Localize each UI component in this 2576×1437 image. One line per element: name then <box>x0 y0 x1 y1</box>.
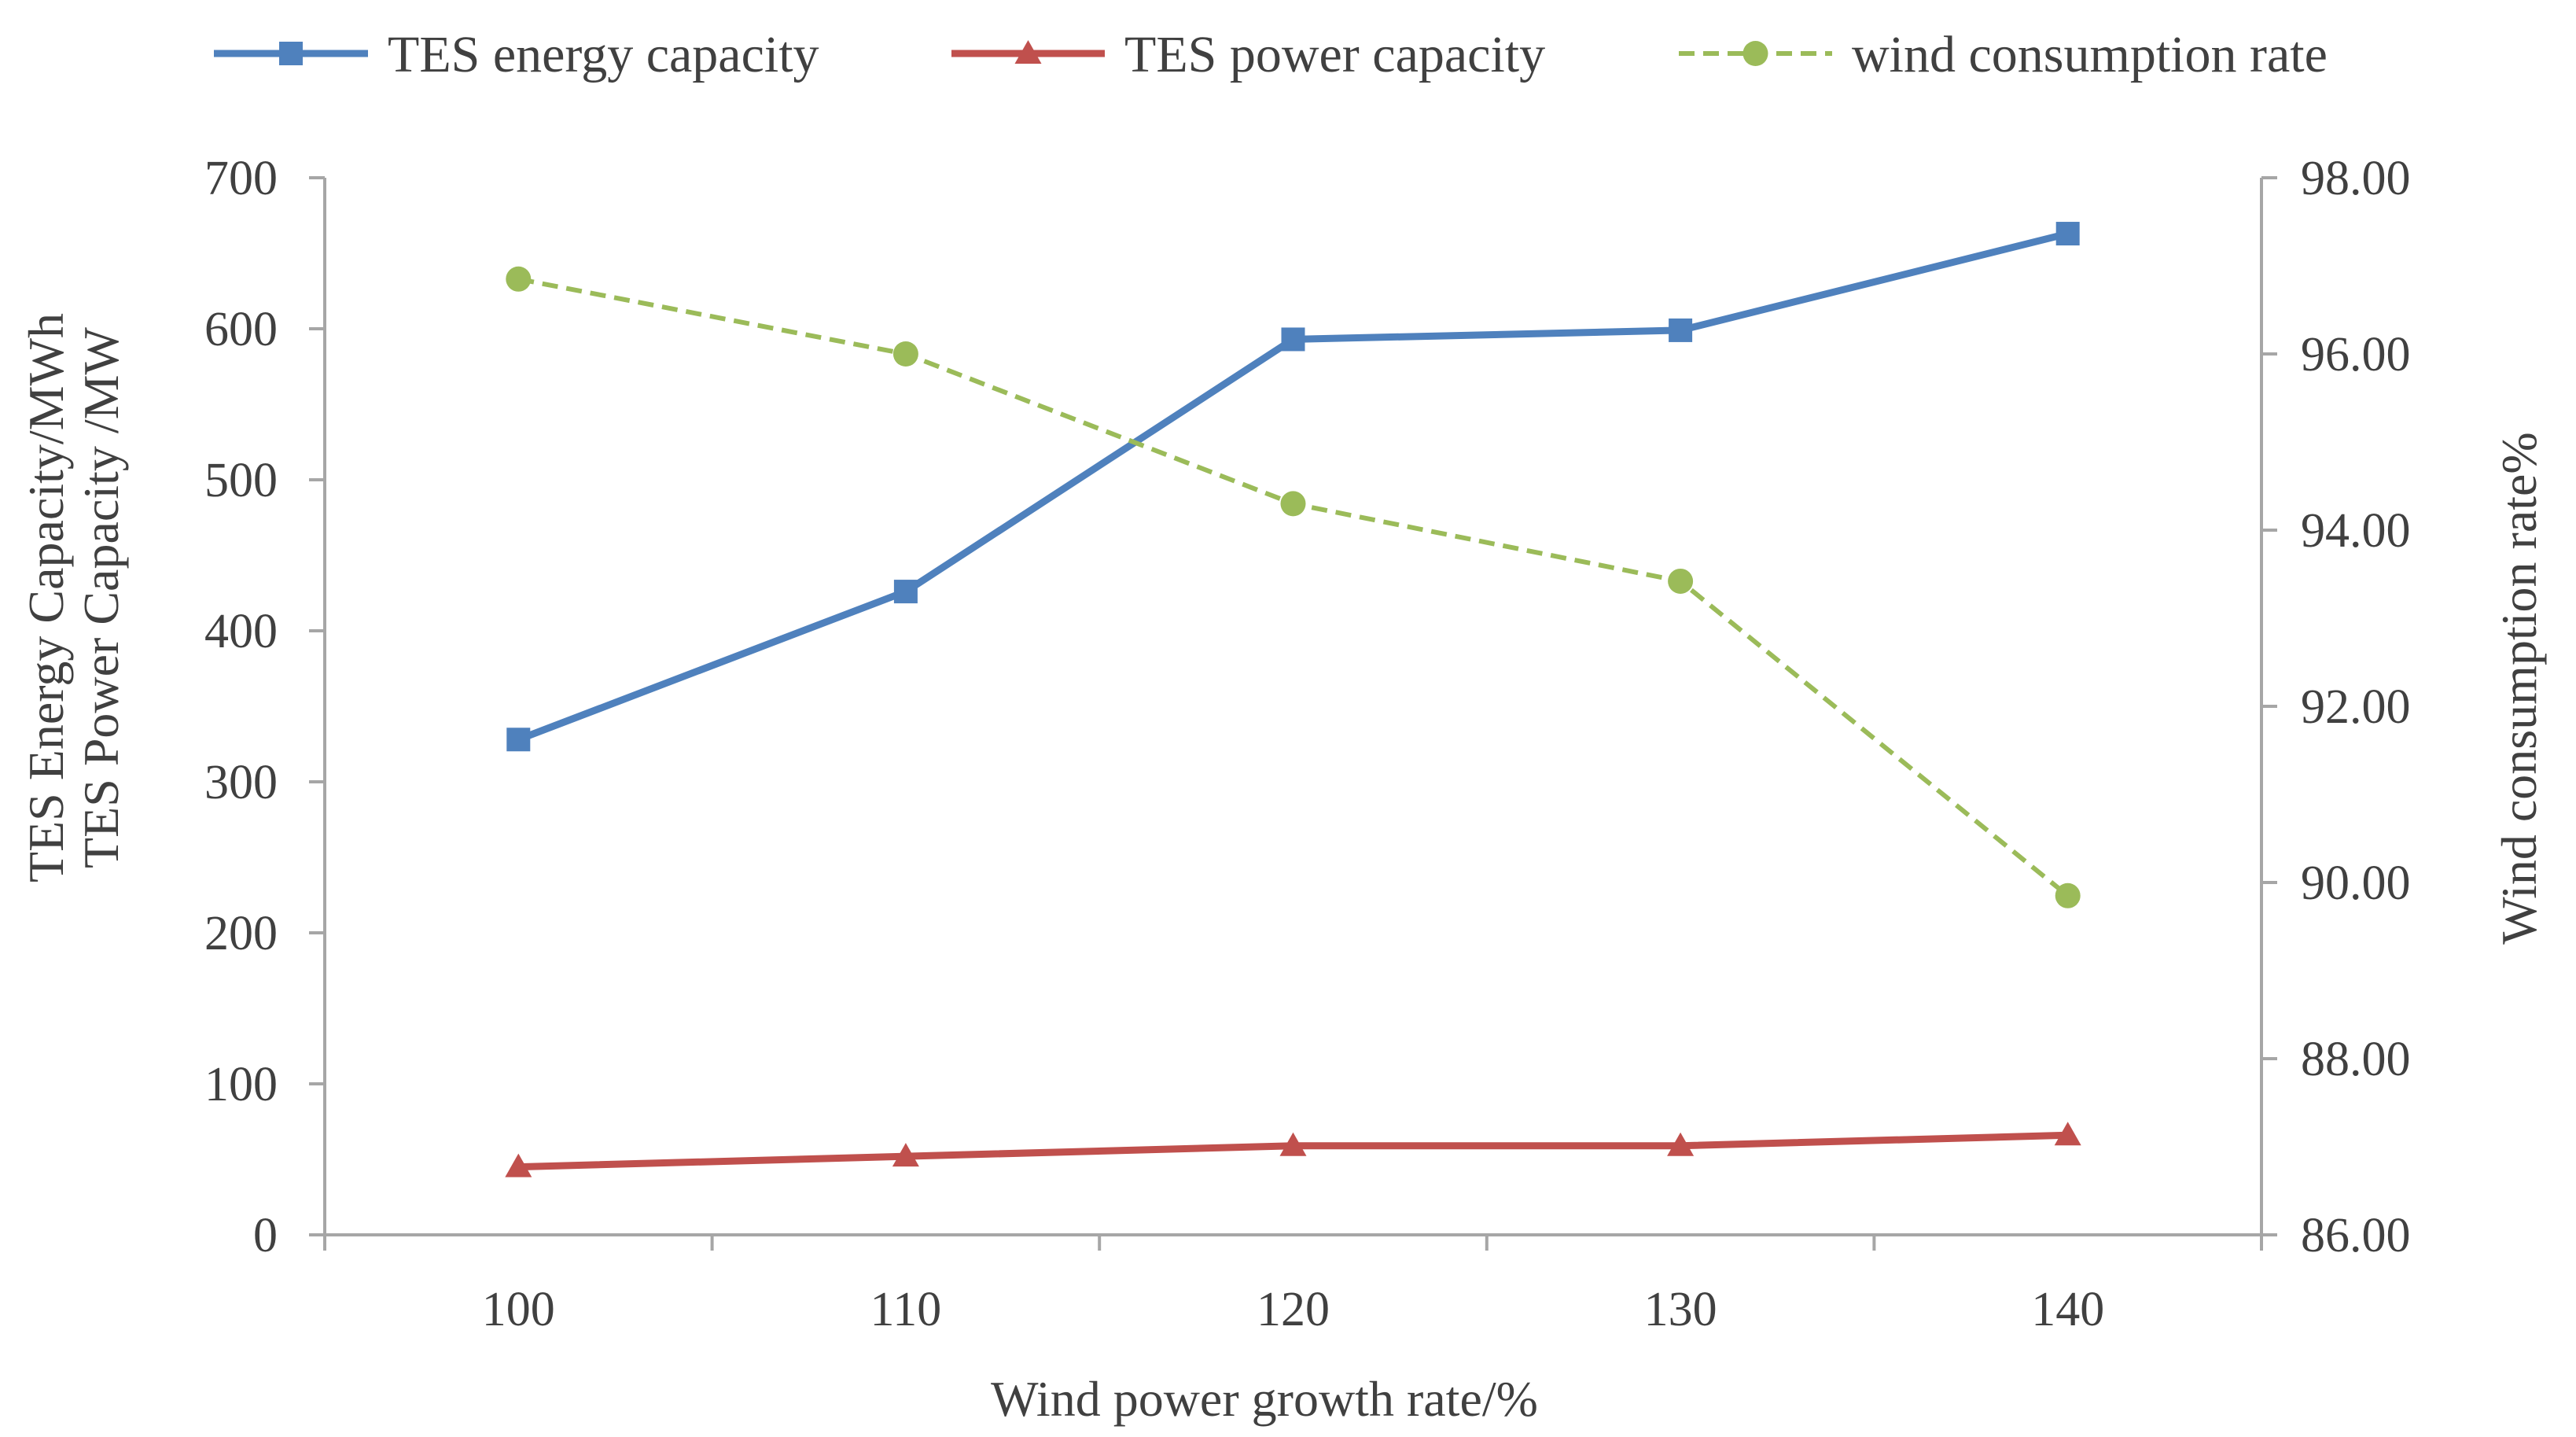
data-point-tes-energy-capacity <box>506 728 531 752</box>
legend-label-tes-power-capacity: TES power capacity <box>1124 26 1545 83</box>
right-tick-label: 94.00 <box>2301 504 2411 558</box>
data-point-tes-power-capacity <box>1667 1132 1695 1156</box>
x-axis-title: Wind power growth rate/% <box>991 1371 1538 1427</box>
data-point-tes-power-capacity <box>505 1153 532 1177</box>
x-tick-label: 140 <box>2031 1283 2104 1336</box>
series-line-tes-energy-capacity <box>517 230 2069 743</box>
left-tick-label: 100 <box>204 1058 278 1111</box>
data-point-tes-power-capacity <box>2054 1122 2081 1146</box>
x-tick-label: 120 <box>1257 1283 1330 1336</box>
data-point-wind-consumption-rate <box>506 266 532 292</box>
legend: TES energy capacity TES power capacity win… <box>214 26 2328 83</box>
legend-marker-tes-power-capacity <box>1014 40 1042 64</box>
right-tick-label: 90.00 <box>2301 857 2411 910</box>
series-layer <box>505 222 2081 1177</box>
legend-marker-wind-consumption-rate <box>1742 41 1768 66</box>
data-point-wind-consumption-rate <box>1280 491 1306 517</box>
legend-marker-tes-energy-capacity <box>279 42 303 65</box>
left-tick-label: 300 <box>204 756 278 809</box>
left-tick-label: 400 <box>204 605 278 658</box>
left-tick-label: 200 <box>204 907 278 960</box>
left-tick-label: 700 <box>204 152 278 205</box>
right-tick-label: 98.00 <box>2301 152 2411 205</box>
legend-label-wind-consumption-rate: wind consumption rate <box>1852 26 2328 83</box>
data-point-wind-consumption-rate <box>1668 568 1694 594</box>
data-point-tes-energy-capacity <box>2055 222 2080 246</box>
x-tick-label: 110 <box>870 1283 942 1336</box>
data-point-tes-power-capacity <box>892 1143 919 1167</box>
series-line-wind-consumption-rate <box>517 276 2070 898</box>
right-axis-title: Wind consumption rate% <box>2491 432 2547 945</box>
left-axis-title-line-1: TES Energy Capacity/MWh <box>18 313 74 882</box>
right-tick-label: 86.00 <box>2301 1209 2411 1262</box>
data-point-wind-consumption-rate <box>892 341 918 367</box>
tick-labels: 0 100 200 300 400 500 600 700 86.00 88.00 90.00 92.… <box>204 152 2411 1336</box>
right-tick-label: 96.00 <box>2301 328 2411 381</box>
left-tick-label: 500 <box>204 454 278 507</box>
data-point-tes-energy-capacity <box>1669 318 1693 342</box>
legend-label-tes-energy-capacity: TES energy capacity <box>388 26 819 83</box>
left-tick-label: 0 <box>253 1209 278 1262</box>
data-point-tes-energy-capacity <box>1281 327 1305 352</box>
left-axis-title: TES Energy Capacity/MWh TES Power Capaci… <box>18 313 129 882</box>
axes <box>309 176 2277 1251</box>
left-tick-label: 600 <box>204 303 278 356</box>
data-point-tes-energy-capacity <box>893 580 918 604</box>
right-tick-label: 92.00 <box>2301 680 2411 734</box>
left-axis-title-line-2: TES Power Capacity /MW <box>73 326 129 868</box>
right-tick-label: 88.00 <box>2301 1033 2411 1086</box>
x-tick-label: 130 <box>1644 1283 1717 1336</box>
data-point-tes-power-capacity <box>1279 1132 1307 1156</box>
x-tick-label: 100 <box>482 1283 555 1336</box>
data-point-wind-consumption-rate <box>2055 882 2081 908</box>
